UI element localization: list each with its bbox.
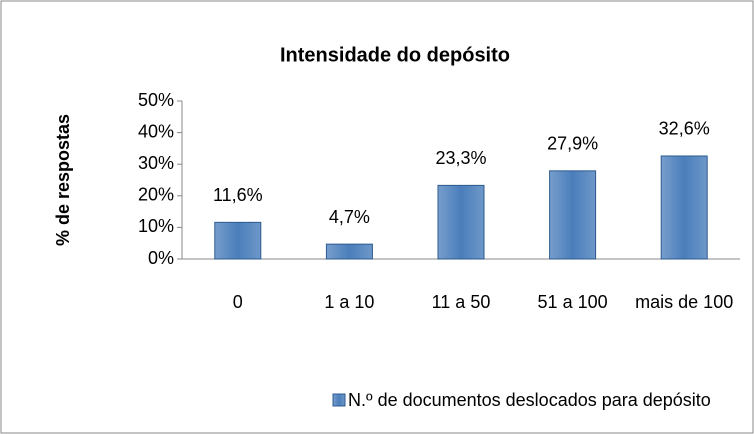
y-tick-label: 20% xyxy=(138,185,174,205)
data-label: 23,3% xyxy=(435,148,486,168)
bar xyxy=(325,243,373,260)
y-tick-label: 50% xyxy=(138,90,174,110)
y-tick-label: 30% xyxy=(138,153,174,173)
x-tick-label: 1 a 10 xyxy=(324,292,375,312)
chart-title: Intensidade do depósito xyxy=(280,44,510,66)
data-label: 32,6% xyxy=(659,119,710,139)
x-tick-label: 11 a 50 xyxy=(431,292,491,312)
legend-swatch xyxy=(332,393,346,407)
x-tick-label: 0 xyxy=(232,292,243,312)
bar xyxy=(549,170,597,260)
data-label: 27,9% xyxy=(547,134,598,154)
y-tick-label: 40% xyxy=(138,121,174,141)
y-tick-label: 0% xyxy=(148,248,174,268)
y-axis-label: % de respostas xyxy=(53,114,73,246)
bar xyxy=(437,184,485,260)
x-tick-label: 51 a 100 xyxy=(537,292,608,312)
bar xyxy=(660,155,708,260)
y-tick-label: 10% xyxy=(138,216,174,236)
data-label: 4,7% xyxy=(329,207,370,227)
legend-label: N.º de documentos deslocados para depósi… xyxy=(348,390,711,410)
data-label: 11,6% xyxy=(213,185,263,205)
x-tick-label: mais de 100 xyxy=(635,292,734,312)
bar xyxy=(214,221,262,260)
